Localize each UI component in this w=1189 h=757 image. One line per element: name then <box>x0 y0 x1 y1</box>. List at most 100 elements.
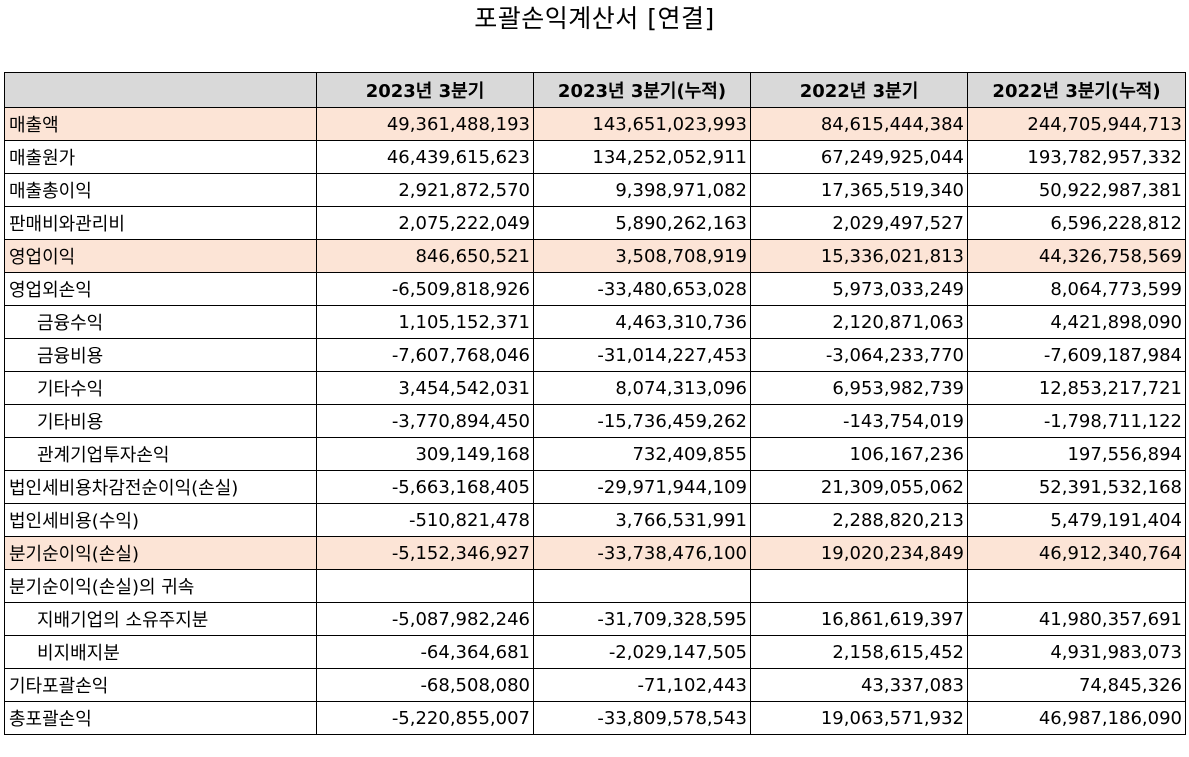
table-cell: -33,480,653,028 <box>533 272 751 306</box>
table-cell: 43,337,083 <box>750 668 968 702</box>
table-cell: 6,953,982,739 <box>750 371 968 405</box>
table-cell: -5,663,168,405 <box>316 470 534 504</box>
table-cell: 4,463,310,736 <box>533 305 751 339</box>
table-cell: 244,705,944,713 <box>967 107 1186 141</box>
income-statement-table: 2023년 3분기 2023년 3분기(누적) 2022년 3분기 2022년 … <box>4 72 1186 735</box>
table-cell: 46,987,186,090 <box>967 701 1186 735</box>
table-cell: 8,064,773,599 <box>967 272 1186 306</box>
row-label: 금융비용 <box>4 338 317 372</box>
table-cell: 5,479,191,404 <box>967 503 1186 537</box>
table-row-cost-of-sales: 매출원가 46,439,615,623 134,252,052,911 67,2… <box>4 140 1186 174</box>
table-cell: 84,615,444,384 <box>750 107 968 141</box>
table-cell: -3,064,233,770 <box>750 338 968 372</box>
header-2023-q3: 2023년 3분기 <box>316 72 534 108</box>
table-cell: -5,087,982,246 <box>316 602 534 636</box>
row-label: 지배기업의 소유주지분 <box>4 602 317 636</box>
table-cell: 4,931,983,073 <box>967 635 1186 669</box>
table-cell: -29,971,944,109 <box>533 470 751 504</box>
table-cell: 5,890,262,163 <box>533 206 751 240</box>
row-label: 매출액 <box>4 107 317 141</box>
row-label: 분기순이익(손실)의 귀속 <box>4 569 317 603</box>
table-row-pretax-income: 법인세비용차감전순이익(손실) -5,663,168,405 -29,971,9… <box>4 470 1186 504</box>
table-cell <box>533 569 751 603</box>
row-label: 법인세비용차감전순이익(손실) <box>4 470 317 504</box>
table-cell: -6,509,818,926 <box>316 272 534 306</box>
table-row-revenue: 매출액 49,361,488,193 143,651,023,993 84,61… <box>4 107 1186 141</box>
table-cell <box>750 569 968 603</box>
table-row-net-income-attribution: 분기순이익(손실)의 귀속 <box>4 569 1186 603</box>
header-row: 2023년 3분기 2023년 3분기(누적) 2022년 3분기 2022년 … <box>4 72 1186 108</box>
row-label: 비지배지분 <box>4 635 317 669</box>
table-cell: 309,149,168 <box>316 437 534 471</box>
table-cell: 2,158,615,452 <box>750 635 968 669</box>
table-cell <box>316 569 534 603</box>
table-cell: 106,167,236 <box>750 437 968 471</box>
table-row-sga: 판매비와관리비 2,075,222,049 5,890,262,163 2,02… <box>4 206 1186 240</box>
table-cell: -5,220,855,007 <box>316 701 534 735</box>
row-label: 매출총이익 <box>4 173 317 207</box>
row-label: 기타비용 <box>4 404 317 438</box>
table-cell: 15,336,021,813 <box>750 239 968 273</box>
row-label: 기타수익 <box>4 371 317 405</box>
table-row-net-income: 분기순이익(손실) -5,152,346,927 -33,738,476,100… <box>4 536 1186 570</box>
table-row-other-comprehensive: 기타포괄손익 -68,508,080 -71,102,443 43,337,08… <box>4 668 1186 702</box>
table-cell: 50,922,987,381 <box>967 173 1186 207</box>
table-cell: 8,074,313,096 <box>533 371 751 405</box>
table-cell: 16,861,619,397 <box>750 602 968 636</box>
table-row-owners-share: 지배기업의 소유주지분 -5,087,982,246 -31,709,328,5… <box>4 602 1186 636</box>
row-label: 매출원가 <box>4 140 317 174</box>
table-cell: -1,798,711,122 <box>967 404 1186 438</box>
table-row-income-tax: 법인세비용(수익) -510,821,478 3,766,531,991 2,2… <box>4 503 1186 537</box>
table-cell: 143,651,023,993 <box>533 107 751 141</box>
table-cell: 193,782,957,332 <box>967 140 1186 174</box>
table-cell: 2,120,871,063 <box>750 305 968 339</box>
table-row-gross-profit: 매출총이익 2,921,872,570 9,398,971,082 17,365… <box>4 173 1186 207</box>
table-cell: -5,152,346,927 <box>316 536 534 570</box>
table-row-finance-cost: 금융비용 -7,607,768,046 -31,014,227,453 -3,0… <box>4 338 1186 372</box>
row-label: 분기순이익(손실) <box>4 536 317 570</box>
table-row-total-comprehensive: 총포괄손익 -5,220,855,007 -33,809,578,543 19,… <box>4 701 1186 735</box>
table-cell: 3,508,708,919 <box>533 239 751 273</box>
table-cell: -71,102,443 <box>533 668 751 702</box>
row-label: 영업이익 <box>4 239 317 273</box>
table-row-other-expense: 기타비용 -3,770,894,450 -15,736,459,262 -143… <box>4 404 1186 438</box>
row-label: 총포괄손익 <box>4 701 317 735</box>
table-row-associates: 관계기업투자손익 309,149,168 732,409,855 106,167… <box>4 437 1186 471</box>
table-row-finance-income: 금융수익 1,105,152,371 4,463,310,736 2,120,8… <box>4 305 1186 339</box>
table-cell: 46,912,340,764 <box>967 536 1186 570</box>
table-cell: -143,754,019 <box>750 404 968 438</box>
table-cell: 17,365,519,340 <box>750 173 968 207</box>
table-cell: 19,020,234,849 <box>750 536 968 570</box>
table-cell: 134,252,052,911 <box>533 140 751 174</box>
table-cell: 9,398,971,082 <box>533 173 751 207</box>
table-cell: -64,364,681 <box>316 635 534 669</box>
table-cell: 2,029,497,527 <box>750 206 968 240</box>
table-cell: 732,409,855 <box>533 437 751 471</box>
table-cell: 46,439,615,623 <box>316 140 534 174</box>
table-cell: 6,596,228,812 <box>967 206 1186 240</box>
table-cell: -15,736,459,262 <box>533 404 751 438</box>
row-label: 관계기업투자손익 <box>4 437 317 471</box>
table-cell: -2,029,147,505 <box>533 635 751 669</box>
table-cell: -510,821,478 <box>316 503 534 537</box>
table-cell: 3,766,531,991 <box>533 503 751 537</box>
header-2023-q3-cumulative: 2023년 3분기(누적) <box>533 72 751 108</box>
table-cell <box>967 569 1186 603</box>
table-cell: 19,063,571,932 <box>750 701 968 735</box>
table-cell: -31,014,227,453 <box>533 338 751 372</box>
row-label: 법인세비용(수익) <box>4 503 317 537</box>
table-cell: 2,921,872,570 <box>316 173 534 207</box>
row-label: 영업외손익 <box>4 272 317 306</box>
table-cell: 1,105,152,371 <box>316 305 534 339</box>
header-2022-q3-cumulative: 2022년 3분기(누적) <box>967 72 1186 108</box>
table-cell: 21,309,055,062 <box>750 470 968 504</box>
table-cell: -7,609,187,984 <box>967 338 1186 372</box>
table-cell: 2,075,222,049 <box>316 206 534 240</box>
table-cell: 3,454,542,031 <box>316 371 534 405</box>
table-cell: 52,391,532,168 <box>967 470 1186 504</box>
table-cell: -68,508,080 <box>316 668 534 702</box>
table-cell: 846,650,521 <box>316 239 534 273</box>
page-title: 포괄손익계산서 [연결] <box>474 4 715 33</box>
row-label: 금융수익 <box>4 305 317 339</box>
table-cell: 74,845,326 <box>967 668 1186 702</box>
